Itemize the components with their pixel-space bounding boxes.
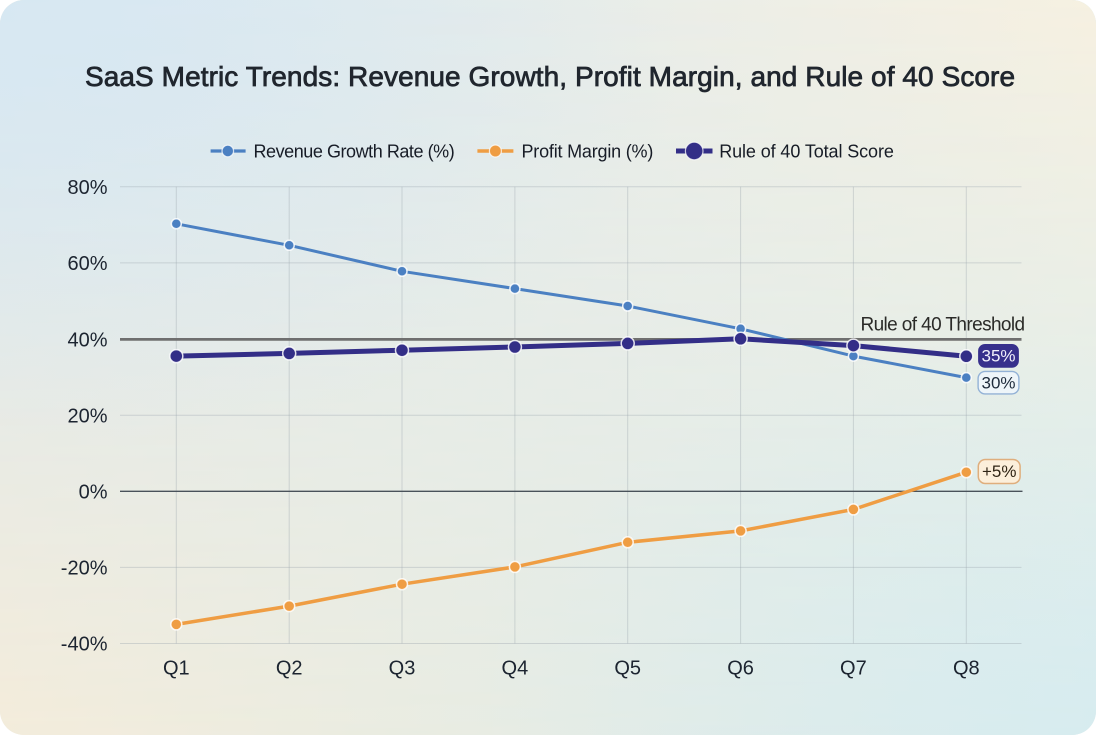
svg-text:40%: 40%: [67, 329, 107, 351]
svg-text:Rule of 40 Total Score: Rule of 40 Total Score: [719, 142, 894, 162]
svg-text:Q2: Q2: [276, 658, 303, 680]
svg-text:Q6: Q6: [727, 658, 754, 680]
svg-text:+5%: +5%: [982, 462, 1017, 481]
svg-text:Q7: Q7: [840, 658, 867, 680]
svg-text:Q8: Q8: [953, 658, 980, 680]
svg-text:0%: 0%: [79, 482, 108, 504]
svg-text:-20%: -20%: [61, 558, 108, 580]
svg-text:Q5: Q5: [614, 658, 641, 680]
svg-text:Profit Margin (%): Profit Margin (%): [522, 142, 654, 162]
svg-text:35%: 35%: [981, 347, 1015, 366]
svg-text:60%: 60%: [67, 253, 107, 275]
svg-text:Rule of 40 Threshold: Rule of 40 Threshold: [860, 315, 1024, 336]
svg-text:SaaS Metric Trends: Revenue Gr: SaaS Metric Trends: Revenue Growth, Prof…: [85, 61, 1015, 92]
svg-text:20%: 20%: [67, 405, 107, 427]
svg-text:Q1: Q1: [163, 658, 190, 680]
svg-text:Revenue Growth Rate (%): Revenue Growth Rate (%): [254, 142, 455, 162]
svg-text:Q3: Q3: [389, 658, 416, 680]
svg-text:-40%: -40%: [61, 634, 108, 656]
svg-text:80%: 80%: [67, 177, 107, 199]
svg-text:Q4: Q4: [502, 658, 529, 680]
svg-text:30%: 30%: [981, 373, 1015, 392]
